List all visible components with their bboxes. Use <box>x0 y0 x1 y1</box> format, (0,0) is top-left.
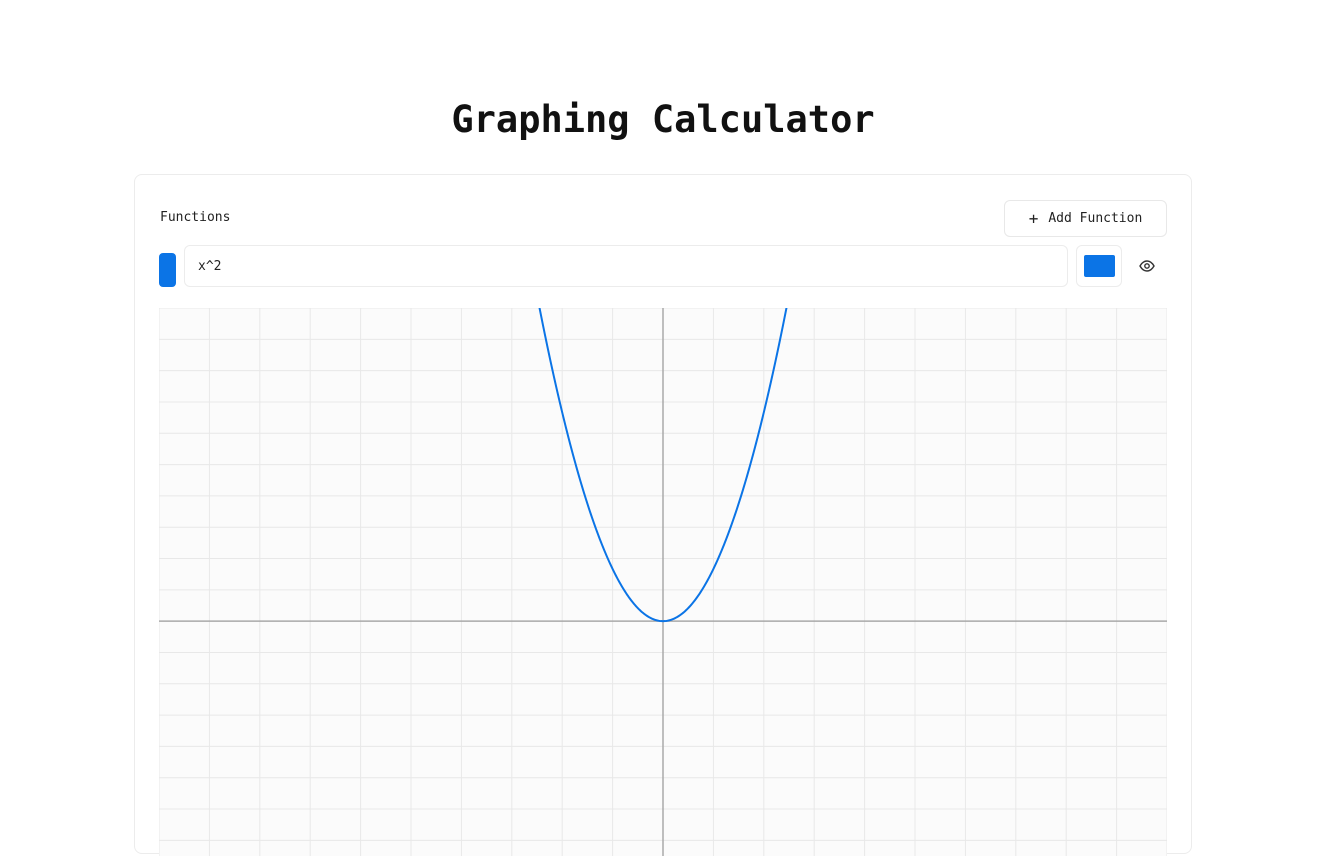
calculator-card: Functions + Add Function <box>134 174 1192 856</box>
function-color-picker[interactable] <box>1076 245 1122 287</box>
color-swatch <box>1083 255 1115 277</box>
function-expression-input[interactable] <box>184 245 1068 287</box>
add-function-button[interactable]: + Add Function <box>1004 200 1167 237</box>
add-function-label: Add Function <box>1048 211 1143 226</box>
graph-canvas[interactable] <box>158 257 1168 856</box>
page-title: Graphing Calculator <box>451 98 875 141</box>
graph-svg[interactable] <box>158 257 1168 856</box>
functions-label: Functions <box>160 210 231 225</box>
function-row <box>159 245 1169 287</box>
visibility-toggle[interactable] <box>1135 255 1159 277</box>
plus-icon: + <box>1028 208 1039 228</box>
eye-icon <box>1139 260 1155 272</box>
function-curve-0 <box>529 257 797 623</box>
function-color-indicator <box>159 253 176 287</box>
